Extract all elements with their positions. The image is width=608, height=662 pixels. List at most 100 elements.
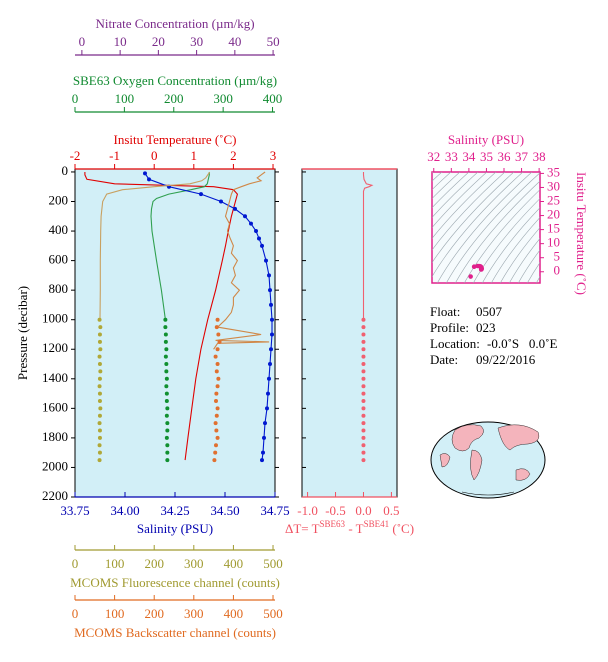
title-part: SBE63 [320,519,346,529]
profile-dot [163,332,168,337]
profile-dot [361,421,366,426]
isopycnal [432,172,452,191]
y-tick-label: 1800 [42,429,68,444]
profile-dot [260,243,264,248]
profile-dot [269,302,273,307]
profile-dot [269,347,273,352]
profile-dot [361,354,366,359]
profile-dot [361,458,366,463]
profile-dot [165,406,170,411]
profile-dot [215,347,220,352]
x-tick-label: 34 [462,149,476,164]
isopycnal [472,198,540,283]
x-tick-label: 32 [427,149,440,164]
profile-dot [163,317,168,322]
profile-dot [143,171,147,176]
isopycnals [432,172,540,283]
profile-dot [213,443,218,448]
ts-point [471,264,477,270]
x-tick-label: 0.5 [383,503,399,518]
x-tick-label: 50 [267,34,280,49]
x-tick-label: 3 [270,148,277,163]
profile-dot [262,435,266,440]
isopycnal [463,189,540,283]
profile-dot [215,362,220,367]
profile-dot [164,413,169,418]
profile-dot [215,406,220,411]
y-tick-label: 20 [547,207,560,222]
axis-title: MCOMS Backscatter channel (counts) [74,625,276,640]
isopycnal [432,172,479,218]
x-tick-label: 33 [445,149,458,164]
y-tick-label: 25 [547,192,560,207]
profile-dot [164,347,169,352]
profile-dot [249,221,253,226]
x-tick-label: 300 [184,606,204,621]
x-tick-label: 0 [151,148,158,163]
info-value: 09/22/2016 [476,352,536,367]
profile-dot [361,376,366,381]
x-tick-label: 200 [164,91,184,106]
profile-dot [98,406,103,411]
profile-dot [268,362,272,367]
x-tick-label: 0.0 [355,503,371,518]
y-tick-label: 30 [547,178,560,193]
isopycnal [499,227,540,283]
axis-title: ΔT= TSBE63 - TSBE41 (˚C) [285,519,414,536]
profile-dot [97,391,102,396]
y-tick-label: 200 [49,192,69,207]
title-part: (˚C) [389,521,414,536]
x-tick-label: 33.75 [60,503,89,518]
y-tick-label: 400 [49,222,69,237]
info-label: Date: [430,352,458,367]
profile-dot [233,206,237,211]
plot-area [74,168,276,498]
profile-dot [165,450,170,455]
isopycnal [526,262,540,283]
profile-dot [97,450,102,455]
isopycnal [432,172,461,199]
isopycnal [508,237,540,283]
profile-dot [164,391,169,396]
x-tick-label: 200 [144,556,164,571]
y-tick-label: 10 [547,235,560,250]
y-tick-label: 2200 [42,488,68,503]
x-tick-label: 0 [72,556,79,571]
info-value: 023 [476,320,496,335]
profile-dot [163,354,168,359]
profile-dot [97,384,102,389]
isopycnal [432,172,506,251]
x-tick-label: 34.00 [110,503,139,518]
isopycnal [454,180,540,283]
profile-dot [147,177,151,182]
profile-dot [163,325,168,330]
isopycnal [445,172,540,283]
profile-dot [97,332,102,337]
y-tick-label: 1400 [42,370,68,385]
profile-dot [264,258,268,263]
y-tick-label: 800 [49,281,69,296]
y-tick-label: 15 [547,221,560,236]
profile-dot [165,458,170,463]
profile-dot [361,406,366,411]
x-tick-label: 2 [230,148,237,163]
y-tick-label: 1200 [42,340,68,355]
x-tick-label: 36 [498,149,512,164]
profile-dot [97,443,102,448]
profile-dot [214,391,219,396]
profile-dot [214,369,219,374]
profile-dot [270,317,274,322]
profile-dot [217,339,222,344]
isopycnal [436,172,533,283]
x-tick-label: 500 [263,606,283,621]
title-part: - T [345,521,364,536]
profile-dot [98,369,103,374]
profile-dot [165,443,170,448]
profile-dot [97,421,102,426]
x-tick-label: -1.0 [297,503,318,518]
x-tick-label: 400 [224,556,244,571]
axis-title: SBE63 Oxygen Concentration (µm/kg) [73,73,277,88]
profile-dot [361,362,366,367]
x-tick-label: -1 [109,148,120,163]
profile-dot [215,435,220,440]
